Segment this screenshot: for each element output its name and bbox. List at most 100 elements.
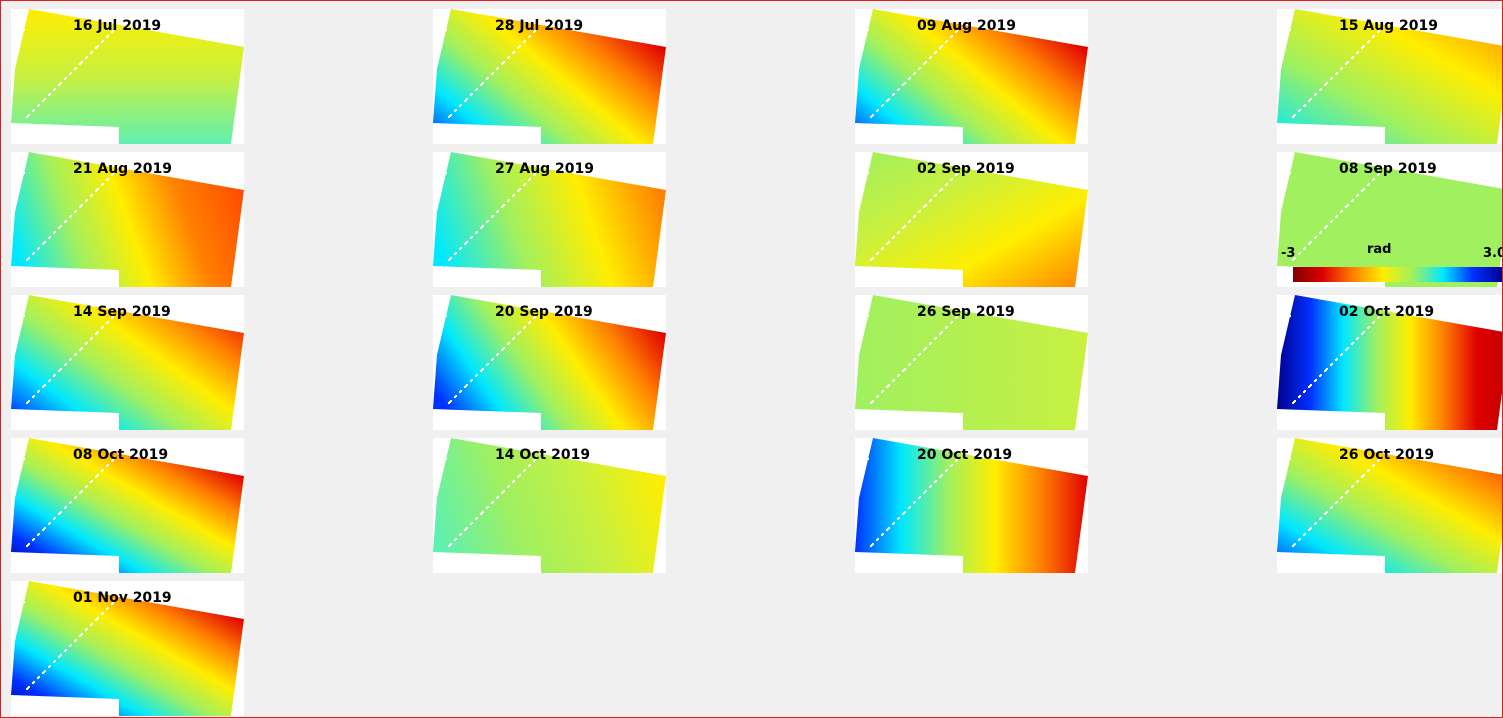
masked-pixel (876, 396, 878, 398)
masked-pixel (37, 105, 39, 107)
masked-pixel (1319, 89, 1321, 91)
masked-pixel (950, 179, 952, 181)
masked-pixel (1345, 63, 1347, 65)
masked-pixel (32, 396, 34, 398)
masked-pixel (58, 513, 60, 515)
masked-pixel (1367, 184, 1369, 186)
masked-pixel (870, 116, 872, 118)
masked-pixel (23, 315, 25, 317)
masked-pixel (517, 476, 519, 478)
masked-pixel (48, 666, 50, 668)
masked-pixel (42, 100, 44, 102)
masked-pixel (507, 486, 509, 488)
masked-pixel (892, 523, 894, 525)
map-panel: 28 Jul 2019 (433, 9, 666, 144)
masked-pixel (53, 89, 55, 91)
masked-pixel (64, 650, 66, 652)
masked-pixel (464, 386, 466, 388)
masked-pixel (480, 513, 482, 515)
masked-pixel (939, 476, 941, 478)
masked-pixel (1335, 502, 1337, 504)
masked-pixel (106, 179, 108, 181)
masked-pixel (934, 338, 936, 340)
masked-pixel (867, 29, 869, 31)
masked-pixel (486, 364, 488, 366)
masked-pixel (496, 497, 498, 499)
masked-pixel (1351, 486, 1353, 488)
masked-pixel (32, 682, 34, 684)
masked-pixel (886, 243, 888, 245)
masked-pixel (106, 322, 108, 324)
masked-pixel (95, 333, 97, 335)
masked-pixel (1324, 84, 1326, 86)
masked-pixel (26, 545, 28, 547)
masked-pixel (1351, 343, 1353, 345)
masked-pixel (464, 243, 466, 245)
masked-pixel (1340, 497, 1342, 499)
panel-title: 27 Aug 2019 (495, 161, 594, 177)
masked-pixel (101, 327, 103, 329)
masked-pixel (470, 523, 472, 525)
masked-pixel (512, 52, 514, 54)
map-panel: 14 Sep 2019 (11, 295, 244, 430)
map-panel: 26 Oct 2019 (1277, 438, 1503, 573)
masked-pixel (480, 370, 482, 372)
masked-pixel (69, 502, 71, 504)
masked-pixel (85, 486, 87, 488)
masked-pixel (37, 534, 39, 536)
masked-pixel (459, 248, 461, 250)
map-panel: 01 Nov 2019 (11, 581, 244, 716)
map-panel: 02 Sep 2019 (855, 152, 1088, 287)
masked-pixel (101, 184, 103, 186)
masked-pixel (934, 481, 936, 483)
masked-pixel (929, 57, 931, 59)
masked-pixel (528, 465, 530, 467)
masked-pixel (523, 470, 525, 472)
masked-pixel (480, 84, 482, 86)
masked-pixel (464, 529, 466, 531)
masked-pixel (876, 253, 878, 255)
masked-pixel (58, 84, 60, 86)
masked-pixel (1319, 375, 1321, 377)
masked-pixel (881, 248, 883, 250)
masked-pixel (475, 375, 477, 377)
masked-pixel (58, 370, 60, 372)
map-panel: 14 Oct 2019 (433, 438, 666, 573)
masked-pixel (69, 216, 71, 218)
masked-pixel (74, 640, 76, 642)
masked-pixel (74, 497, 76, 499)
masked-pixel (1361, 476, 1363, 478)
map-panel: 26 Sep 2019 (855, 295, 1088, 430)
masked-pixel (939, 190, 941, 192)
masked-pixel (507, 343, 509, 345)
masked-pixel (892, 237, 894, 239)
masked-pixel (908, 507, 910, 509)
masked-pixel (1324, 513, 1326, 515)
masked-pixel (475, 518, 477, 520)
masked-pixel (950, 465, 952, 467)
masked-pixel (867, 315, 869, 317)
masked-pixel (95, 619, 97, 621)
masked-pixel (934, 52, 936, 54)
masked-pixel (1335, 73, 1337, 75)
map-panel: 20 Oct 2019 (855, 438, 1088, 573)
masked-pixel (106, 36, 108, 38)
panel-title: 08 Sep 2019 (1339, 161, 1437, 177)
masked-pixel (1303, 248, 1305, 250)
masked-pixel (491, 502, 493, 504)
masked-pixel (913, 216, 915, 218)
masked-pixel (876, 539, 878, 541)
panel-title: 16 Jul 2019 (73, 18, 161, 34)
masked-pixel (881, 534, 883, 536)
masked-pixel (1303, 534, 1305, 536)
masked-pixel (517, 190, 519, 192)
masked-pixel (945, 41, 947, 43)
masked-pixel (1340, 211, 1342, 213)
masked-pixel (79, 635, 81, 637)
masked-pixel (923, 492, 925, 494)
masked-pixel (881, 105, 883, 107)
masked-pixel (448, 116, 450, 118)
masked-pixel (58, 227, 60, 229)
masked-pixel (1324, 370, 1326, 372)
masked-pixel (523, 41, 525, 43)
